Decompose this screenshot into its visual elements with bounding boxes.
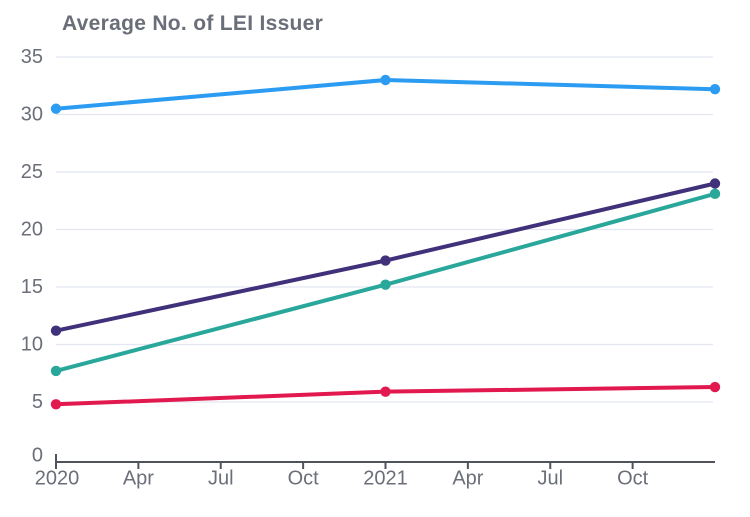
data-point-red-line-2 [709, 381, 721, 393]
x-axis-tick-label-apr-1: Apr [123, 468, 154, 490]
x-axis-tick-label-oct-7: Oct [617, 468, 649, 490]
data-point-blue-line-0 [50, 103, 62, 114]
data-point-red-line-1 [380, 386, 391, 397]
y-axis-tick-label-5: 5 [32, 391, 43, 413]
data-point-blue-line-1 [380, 74, 391, 86]
data-point-purple-line-2 [709, 178, 721, 189]
y-axis-tick-label-35: 35 [21, 46, 43, 68]
y-axis-tick-label-15: 15 [21, 276, 43, 298]
chart-title: Average No. of LEI Issuer [62, 12, 324, 35]
data-point-teal-line-2 [709, 188, 721, 200]
x-axis-tick-label-apr-5: Apr [452, 468, 483, 490]
x-axis-tick-label-jul-6: Jul [537, 468, 563, 490]
data-point-purple-line-1 [380, 255, 391, 266]
data-point-red-line-0 [50, 399, 62, 410]
data-point-teal-line-0 [50, 365, 62, 377]
y-axis-tick-label-20: 20 [21, 219, 43, 241]
y-axis-tick-label-0: 0 [32, 445, 43, 467]
y-axis-tick-label-30: 30 [21, 104, 43, 126]
data-point-teal-line-1 [380, 279, 391, 290]
x-axis-tick-label-jul-2: Jul [208, 468, 234, 490]
y-axis-tick-label-25: 25 [21, 161, 43, 183]
data-point-purple-line-0 [50, 325, 62, 336]
x-axis-tick-label-2021-4: 2021 [363, 468, 408, 490]
x-axis-tick-label-oct-3: Oct [288, 468, 320, 490]
x-axis-tick-label-2020-0: 2020 [35, 468, 80, 490]
y-axis-tick-label-10: 10 [21, 334, 43, 356]
data-point-blue-line-2 [709, 84, 721, 95]
